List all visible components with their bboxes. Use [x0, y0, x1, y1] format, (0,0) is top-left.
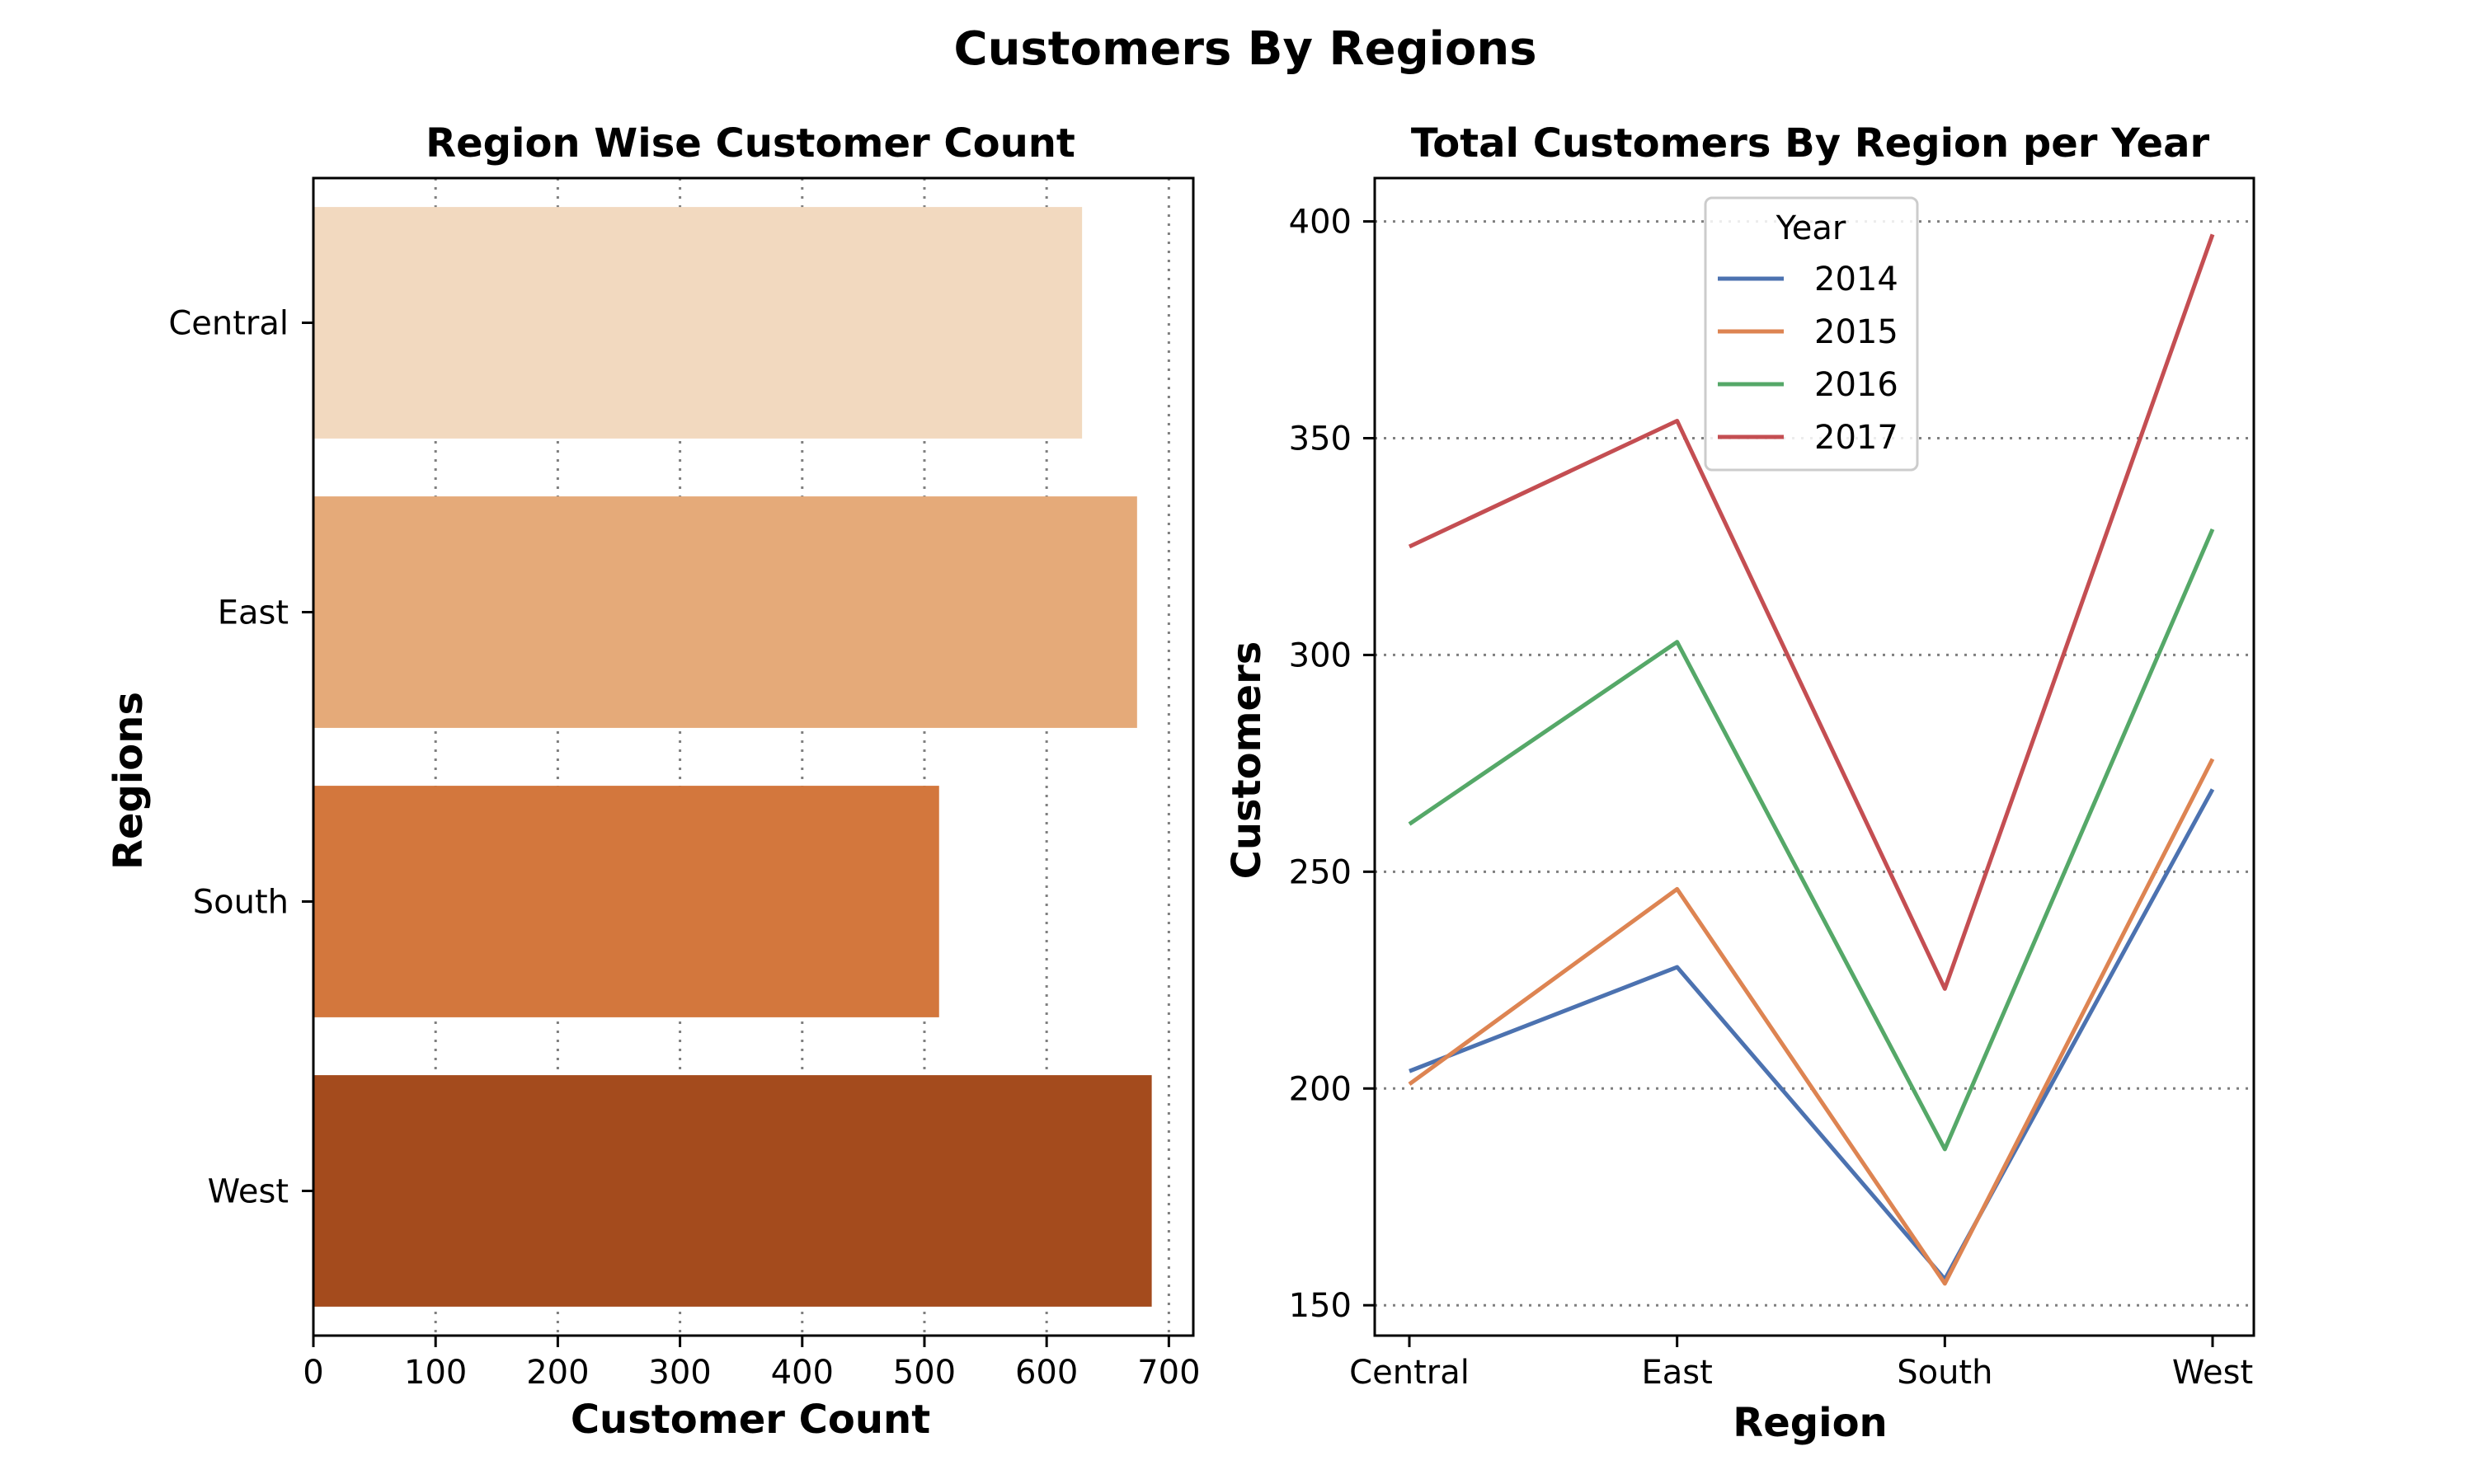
- bar-chart-x-tick-label: 700: [1137, 1354, 1200, 1392]
- line-chart-legend: Year 2014 2015 2016 2017: [1704, 196, 1919, 472]
- bar-chart-x-tick-label: 0: [303, 1354, 323, 1392]
- series-line-2015: [1408, 758, 2215, 1286]
- line-chart-y-tick-label: 200: [1289, 1070, 1352, 1108]
- series-line-2016: [1408, 528, 2215, 1152]
- line-chart-y-tick-label: 400: [1289, 204, 1352, 242]
- series-line-2014: [1409, 788, 2215, 1282]
- legend-label-2016: 2016: [1814, 366, 1898, 404]
- bar-chart-y-tick-label: South: [193, 884, 289, 922]
- series-line-2017: [1408, 233, 2215, 991]
- bar-chart-x-tick-label: 500: [893, 1354, 956, 1392]
- line-chart-x-tick-label: Central: [1349, 1354, 1470, 1392]
- bar-west: [313, 1075, 1152, 1307]
- line-chart-y-tick-label: 350: [1289, 420, 1352, 458]
- line-chart-x-tick-label: East: [1642, 1354, 1713, 1392]
- line-chart-gridlines: [1375, 220, 2254, 1307]
- bar-chart-ticks: 0 100 200 300 400 500 600 700 Central East South We…: [168, 305, 1200, 1392]
- bar-chart-x-tick-label: 400: [771, 1354, 834, 1392]
- legend-label-2015: 2015: [1814, 313, 1898, 351]
- line-chart-frame: [1373, 176, 2255, 1337]
- line-chart-y-tick-label: 150: [1289, 1287, 1352, 1325]
- line-chart-y-axis-label: Customers: [1224, 641, 1270, 880]
- line-chart-y-tick-label: 300: [1289, 636, 1352, 674]
- bar-chart-bars: [313, 207, 1152, 1307]
- bar-chart-title: Region Wise Customer Count: [426, 120, 1075, 167]
- line-chart-x-tick-label: West: [2172, 1354, 2253, 1392]
- legend-items: 2014 2015 2016 2017: [1718, 261, 1898, 457]
- bar-chart-frame: [312, 176, 1195, 1337]
- bar-chart-x-tick-label: 100: [404, 1354, 467, 1392]
- bar-chart-y-tick-label: Central: [168, 305, 289, 343]
- bar-chart-y-tick-label: East: [218, 594, 289, 632]
- line-chart-x-axis-label: Region: [1733, 1400, 1887, 1446]
- line-chart-x-tick-label: South: [1897, 1354, 1992, 1392]
- bar-central: [313, 207, 1083, 439]
- figure-title: Customers By Regions: [953, 22, 1536, 76]
- bar-south: [313, 786, 939, 1017]
- legend-label-2014: 2014: [1814, 261, 1898, 298]
- line-chart-panel: Total Customers By Region per Year Regio…: [1224, 120, 2255, 1446]
- bar-chart-x-tick-label: 300: [648, 1354, 711, 1392]
- bar-chart-x-axis-label: Customer Count: [571, 1397, 930, 1443]
- legend-label-2017: 2017: [1814, 419, 1898, 457]
- line-chart-series: [1408, 233, 2215, 1286]
- bar-chart-x-tick-label: 600: [1015, 1354, 1078, 1392]
- bar-chart-y-axis-label: Regions: [106, 692, 152, 870]
- line-chart-title: Total Customers By Region per Year: [1411, 120, 2210, 167]
- bar-chart-panel: Region Wise Customer Count Customer Coun…: [106, 120, 1201, 1443]
- bar-east: [313, 496, 1137, 728]
- legend-title: Year: [1776, 209, 1846, 247]
- legend-box: [1704, 196, 1919, 472]
- bar-chart-x-tick-label: 200: [526, 1354, 589, 1392]
- bar-chart-y-tick-label: West: [208, 1173, 289, 1211]
- line-chart-y-tick-label: 250: [1289, 853, 1352, 891]
- line-chart-ticks: 150 200 250 300 350 400 Central East South West: [1289, 204, 2254, 1392]
